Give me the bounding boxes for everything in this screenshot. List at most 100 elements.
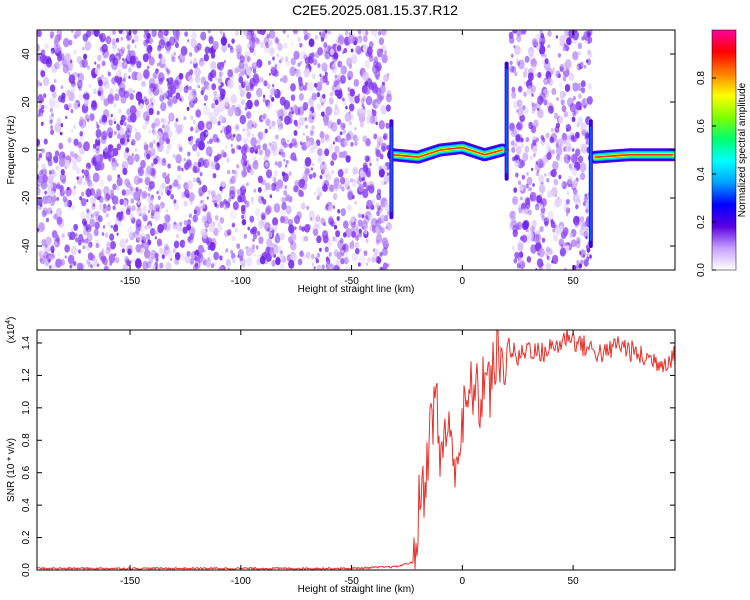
noise-speckle [205,131,208,135]
noise-speckle [127,134,130,138]
noise-speckle [277,160,283,168]
spectrogram-y-label: Frequency (Hz) [6,116,17,185]
noise-speckle [573,136,578,142]
noise-speckle [245,246,253,257]
noise-speckle [311,263,314,267]
noise-speckle [37,139,41,146]
noise-speckle [531,93,534,97]
noise-speckle [236,145,240,150]
noise-speckle [586,96,593,105]
noise-speckle [559,66,564,73]
noise-speckle [328,263,334,270]
noise-speckle [113,120,117,125]
noise-speckle [55,258,62,268]
noise-speckle [252,238,255,243]
noise-speckle [531,65,537,72]
noise-speckle [331,152,338,161]
noise-speckle [529,155,534,161]
noise-speckle [508,31,514,39]
tone-track-band [594,154,674,158]
noise-speckle [227,231,231,236]
noise-speckle [280,56,284,62]
noise-speckle [281,171,286,177]
noise-speckle [199,131,207,142]
noise-speckle [250,41,256,49]
noise-speckle [583,64,587,69]
noise-speckle [288,224,295,234]
noise-speckle [233,122,241,133]
noise-speckle [283,100,291,110]
noise-speckle [43,93,47,99]
noise-speckle [362,30,369,38]
noise-speckle [333,106,340,116]
noise-speckle [188,213,192,219]
noise-speckle [550,186,558,197]
noise-speckle [534,162,541,172]
noise-speckle [135,91,143,102]
noise-speckle [150,95,155,102]
noise-speckle [45,58,53,68]
noise-speckle [90,101,98,111]
noise-speckle [315,81,323,92]
noise-speckle [171,223,178,232]
noise-speckle [184,255,191,264]
noise-speckle [268,125,272,130]
noise-speckle [172,247,177,254]
noise-speckle [192,165,198,173]
noise-speckle [180,123,184,129]
noise-speckle [557,53,561,58]
noise-speckle [154,236,157,240]
noise-speckle [77,72,85,83]
noise-speckle [366,46,373,56]
noise-speckle [214,214,219,221]
noise-speckle [156,62,160,67]
noise-speckle [552,228,556,233]
noise-speckle [188,52,193,58]
noise-speckle [314,156,317,160]
noise-speckle [164,213,171,223]
noise-speckle [194,67,201,77]
noise-speckle [523,91,527,97]
noise-speckle [69,264,73,269]
noise-speckle [365,156,369,161]
noise-speckle [579,162,587,173]
noise-speckle [534,230,541,239]
noise-speckle [291,42,294,46]
noise-speckle [269,120,276,131]
noise-speckle [249,84,254,90]
noise-speckle [376,48,383,58]
noise-speckle [188,192,195,202]
noise-speckle [293,185,299,193]
noise-speckle [209,138,213,144]
noise-speckle [583,231,589,239]
noise-speckle [322,78,326,83]
noise-speckle [226,157,230,163]
noise-speckle [122,57,125,61]
noise-speckle [511,245,515,251]
noise-speckle [572,111,576,117]
noise-speckle [268,184,273,191]
noise-speckle [279,215,285,224]
noise-speckle [303,34,308,41]
noise-speckle [71,188,77,196]
noise-speckle [199,199,206,210]
noise-speckle [303,68,310,78]
y-tick-label: 0.0 [21,563,32,577]
noise-speckle [253,145,259,153]
noise-speckle [551,87,557,96]
noise-speckle [510,53,514,58]
noise-speckle [58,157,66,168]
noise-speckle [510,127,517,138]
noise-speckle [62,64,69,74]
noise-speckle [217,102,225,113]
noise-speckle [148,193,151,198]
noise-speckle [170,53,175,59]
noise-speckle [79,196,83,201]
noise-speckle [73,261,77,267]
noise-speckle [316,235,322,244]
noise-speckle [563,111,568,118]
noise-speckle [248,163,251,168]
noise-speckle [348,121,352,126]
noise-speckle [260,212,266,220]
noise-speckle [211,102,215,109]
